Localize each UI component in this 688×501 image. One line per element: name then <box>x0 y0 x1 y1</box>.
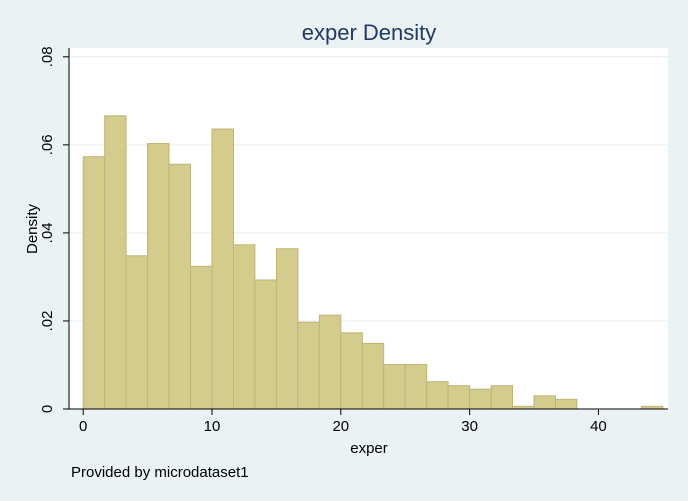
histogram-bar <box>189 265 213 410</box>
y-tick-label: .08 <box>39 46 56 67</box>
histogram-bar <box>469 388 492 410</box>
x-tick-label: 30 <box>461 418 478 435</box>
chart-title: exper Density <box>302 20 437 45</box>
histogram-bar <box>147 143 170 410</box>
histogram-bar <box>82 156 106 410</box>
histogram-bar <box>533 395 557 410</box>
histogram-bar <box>361 342 385 410</box>
x-tick-label: 0 <box>79 418 87 435</box>
histogram-bar <box>297 321 320 410</box>
histogram-bar <box>490 385 514 410</box>
histogram-bar <box>211 128 234 410</box>
axes <box>68 48 668 410</box>
histogram-bar <box>125 255 149 410</box>
y-axis-ticks: 0 .02 .04 .06 .08 <box>39 46 69 413</box>
x-axis-ticks: 0 10 20 30 40 <box>79 409 607 435</box>
x-tick-label: 40 <box>590 418 607 435</box>
chart-note: Provided by microdataset1 <box>71 464 249 481</box>
histogram-bar <box>168 163 191 410</box>
x-tick-label: 20 <box>332 418 349 435</box>
histogram-bar <box>426 381 449 410</box>
x-axis-label: exper <box>350 440 388 457</box>
histogram-bar <box>447 385 471 410</box>
histogram-bar <box>254 279 277 410</box>
y-tick-label: 0 <box>39 405 56 413</box>
histogram-bar <box>404 364 428 410</box>
y-tick-label: .06 <box>39 134 56 155</box>
x-tick-label: 10 <box>204 418 221 435</box>
y-tick-label: .04 <box>39 222 56 243</box>
histogram-bar <box>318 314 342 410</box>
histogram-bar <box>340 332 363 410</box>
histogram-bar <box>232 244 256 410</box>
histogram-bar <box>555 398 578 410</box>
histogram-bar <box>383 364 406 410</box>
histogram-bar <box>104 115 127 410</box>
histogram-bar <box>275 248 299 410</box>
y-axis-label: Density <box>24 203 41 254</box>
histogram-bars <box>82 115 664 410</box>
y-tick-label: .02 <box>39 311 56 332</box>
